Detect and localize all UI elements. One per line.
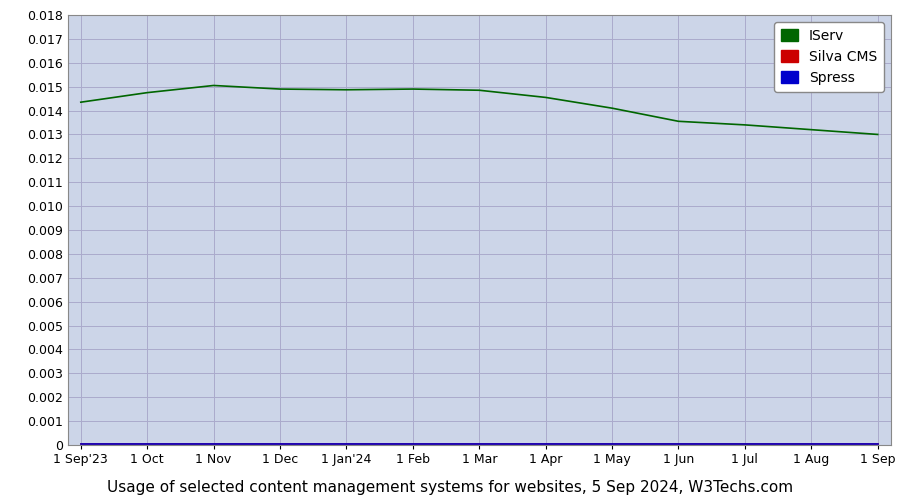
Text: Usage of selected content management systems for websites, 5 Sep 2024, W3Techs.c: Usage of selected content management sys… (107, 480, 793, 495)
Legend: IServ, Silva CMS, Spress: IServ, Silva CMS, Spress (774, 22, 884, 92)
